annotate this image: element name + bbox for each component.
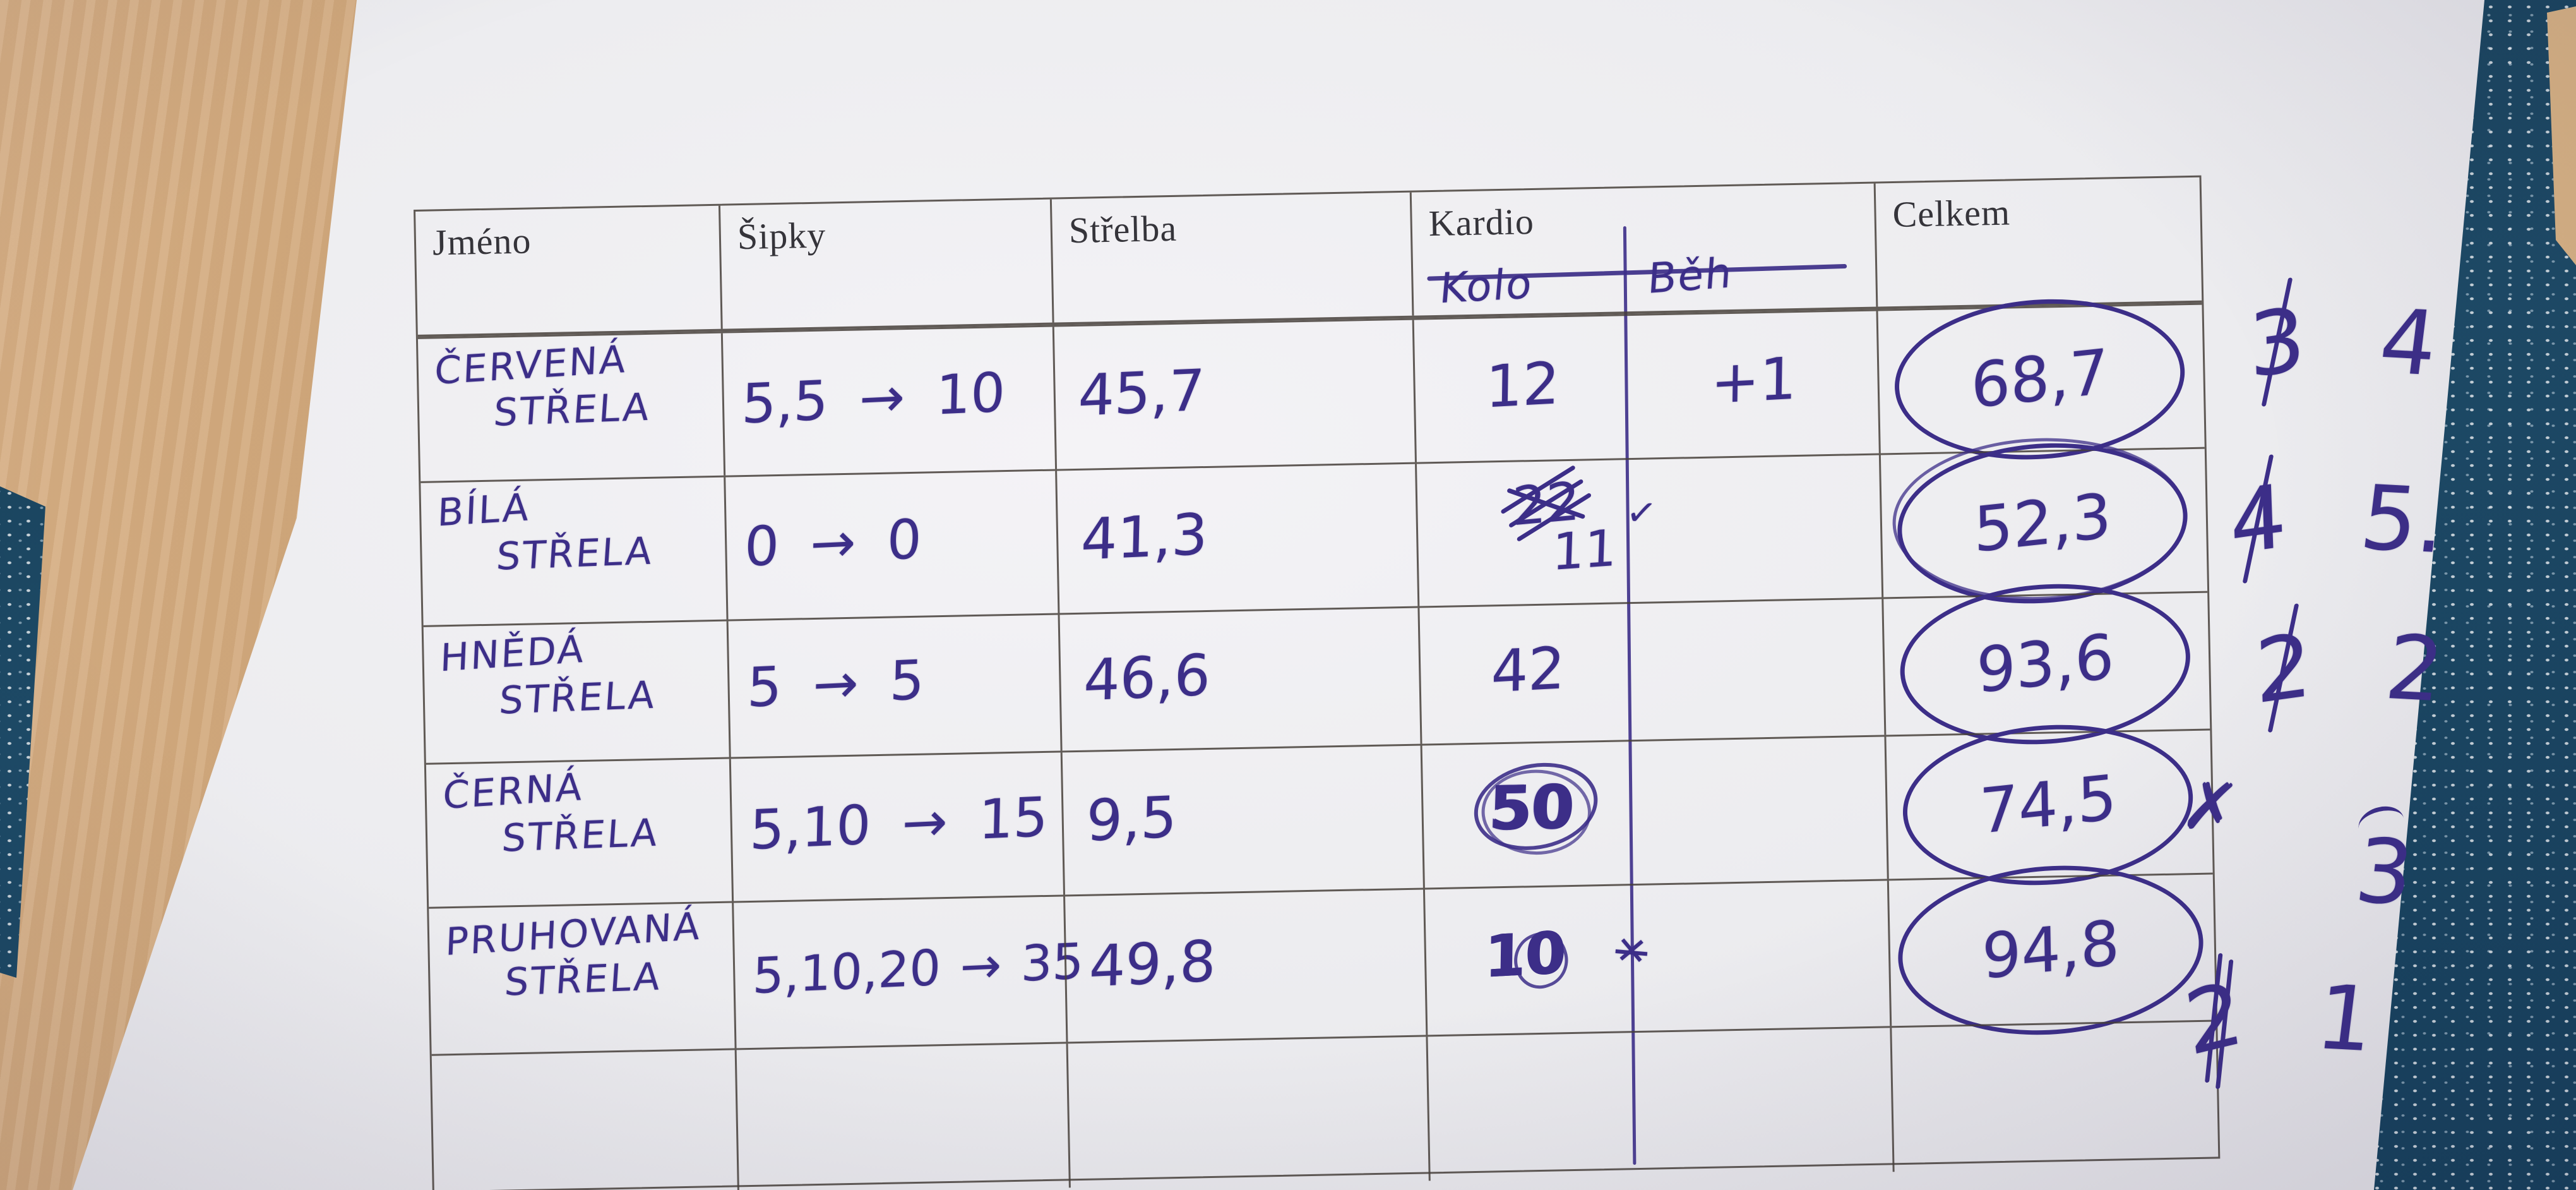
header-label-kardio: Kardio xyxy=(1428,200,1535,244)
cell-empty xyxy=(1426,1028,1893,1181)
cell-sipky: 5,10,20 → 35 xyxy=(732,896,1084,1049)
cell-strelba: 9,5 xyxy=(1060,745,1423,895)
cell-strelba: 46,6 xyxy=(1058,608,1421,751)
rank-final: 4 xyxy=(2373,290,2443,397)
header-cell-jmeno: Jméno xyxy=(415,206,721,335)
cell-empty xyxy=(1066,1037,1429,1188)
rank-final: 3 xyxy=(2350,819,2419,926)
rank-crossed: 2 xyxy=(2178,962,2250,1076)
team-name-line2: STŘELA xyxy=(503,954,664,1005)
kardio-kolo-value: 12 xyxy=(1485,349,1561,421)
strelba-value: 45,7 xyxy=(1077,357,1206,430)
team-name: PRUHOVANÁ STŘELA xyxy=(429,903,734,1005)
total-circle: 94,8 xyxy=(1892,855,2209,1045)
cell-kardio: 50 xyxy=(1420,736,1887,888)
strelba-value: 9,5 xyxy=(1085,783,1178,855)
cell-celkem: 52,3 xyxy=(1878,433,2204,613)
total-value: 52,3 xyxy=(1972,479,2112,567)
sipky-value: 5,10,20 → 35 xyxy=(751,933,1085,1006)
sipky-value: 5 → 5 xyxy=(746,648,926,720)
kardio-scribble-mark: ✕ xyxy=(1613,928,1650,975)
cell-celkem: 68,7 xyxy=(1876,289,2201,469)
cell-strelba: 49,8 xyxy=(1063,889,1426,1042)
kardio-kolo-value-circled: 50 xyxy=(1422,770,1640,845)
rank-crossed: 3 xyxy=(2246,288,2308,399)
cell-kardio: 22 11 ✓ xyxy=(1415,455,1882,606)
cell-empty xyxy=(432,1050,737,1190)
rank-final: 5. xyxy=(2354,466,2452,574)
cell-empty xyxy=(734,1043,1069,1190)
cell-team-name: ČERNÁ STŘELA xyxy=(426,759,732,907)
header-cell-strelba: Střelba xyxy=(1049,192,1412,323)
rank-crossed: 4 xyxy=(2227,465,2289,575)
header-label-celkem: Celkem xyxy=(1892,191,2011,236)
cell-kardio: 42 xyxy=(1417,599,1885,744)
rank-annotation: 4 5. xyxy=(2227,465,2452,575)
sipky-value: 5,10 → 15 xyxy=(749,785,1049,862)
team-name: ČERNÁ STŘELA xyxy=(426,759,731,861)
cell-sipky: 5,5 → 10 xyxy=(720,327,1056,476)
kardio-kolo-value: 42 xyxy=(1490,634,1566,706)
header-cell-sipky: Šipky xyxy=(718,199,1052,329)
rank-annotation: 3 4 xyxy=(2247,289,2442,399)
header-cell-kardio: Kardio Kolo Běh xyxy=(1409,183,1876,316)
kardio-corrected-value: 11 xyxy=(1551,518,1618,582)
team-name: ČERVENÁ STŘELA xyxy=(418,334,723,435)
cell-team-name: BÍLÁ STŘELA xyxy=(420,478,726,625)
team-name-line1: ČERNÁ xyxy=(441,765,585,819)
team-name-line2: STŘELA xyxy=(498,673,658,723)
team-name-line2: STŘELA xyxy=(492,385,652,435)
cell-kardio: 12 +1 xyxy=(1412,311,1879,462)
cell-empty xyxy=(1890,1021,2215,1172)
kardio-beh-value: +1 xyxy=(1710,344,1798,417)
header-label-jmeno: Jméno xyxy=(432,220,532,263)
cell-strelba: 45,7 xyxy=(1052,320,1415,469)
strelba-value: 46,6 xyxy=(1083,642,1212,714)
team-name-line1: ČERVENÁ xyxy=(433,337,628,394)
rank-final: 2 xyxy=(2380,616,2449,723)
rank-crossed: 2 xyxy=(2253,614,2314,724)
rank-annotation: 3 xyxy=(2350,820,2419,925)
strelba-value: 49,8 xyxy=(1088,928,1217,1001)
cell-strelba: 41,3 xyxy=(1055,464,1418,613)
kardio-kolo-value-scribbled: 10 xyxy=(1484,918,1566,991)
team-name-line1: BÍLÁ xyxy=(436,485,532,536)
strelba-value: 41,3 xyxy=(1080,501,1208,574)
cell-sipky: 0 → 0 xyxy=(724,471,1058,620)
total-value: 94,8 xyxy=(1981,906,2120,994)
total-x-mark: ✗ xyxy=(2176,764,2243,850)
kardio-check-mark: ✓ xyxy=(1623,489,1660,536)
total-value: 68,7 xyxy=(1970,335,2109,423)
team-name-line2: STŘELA xyxy=(494,529,655,579)
kardio-sub-label-beh: Běh xyxy=(1646,248,1735,303)
header-label-strelba: Střelba xyxy=(1068,207,1178,251)
total-value: 74,5 xyxy=(1978,761,2117,848)
team-name: HNĚDÁ STŘELA xyxy=(424,622,729,723)
sipky-value: 5,5 → 10 xyxy=(741,361,1006,436)
cell-sipky: 5 → 5 xyxy=(726,615,1061,757)
cell-team-name: PRUHOVANÁ STŘELA xyxy=(429,903,734,1054)
team-name-line1: HNĚDÁ xyxy=(439,627,587,681)
rank-annotation: 2 1 xyxy=(2179,963,2380,1076)
header-label-sipky: Šipky xyxy=(737,214,826,258)
team-name-line2: STŘELA xyxy=(500,810,660,861)
cell-celkem: 93,6 xyxy=(1881,574,2207,754)
rank-final: 1 xyxy=(2310,966,2380,1073)
kardio-sub-label-kolo: Kolo xyxy=(1438,259,1535,313)
team-name: BÍLÁ STŘELA xyxy=(420,478,725,579)
team-name-line1: PRUHOVANÁ xyxy=(444,904,703,965)
header-cell-celkem: Celkem xyxy=(1873,177,2198,307)
cell-kardio: 10 ✕ xyxy=(1422,880,1890,1035)
cell-sipky: 5,10 → 15 xyxy=(729,752,1064,901)
cell-team-name: HNĚDÁ STŘELA xyxy=(424,622,729,763)
sipky-value: 0 → 0 xyxy=(743,507,922,579)
score-table: Jméno Šipky Střelba Kardio Kolo Běh Celk… xyxy=(414,175,2243,1190)
rank-annotation: 2 2 xyxy=(2253,614,2448,724)
cell-celkem: 74,5 ✗ xyxy=(1884,714,2243,895)
cell-team-name: ČERVENÁ STŘELA xyxy=(418,334,724,481)
total-value: 93,6 xyxy=(1975,620,2114,707)
cell-celkem: 94,8 xyxy=(1887,855,2212,1045)
